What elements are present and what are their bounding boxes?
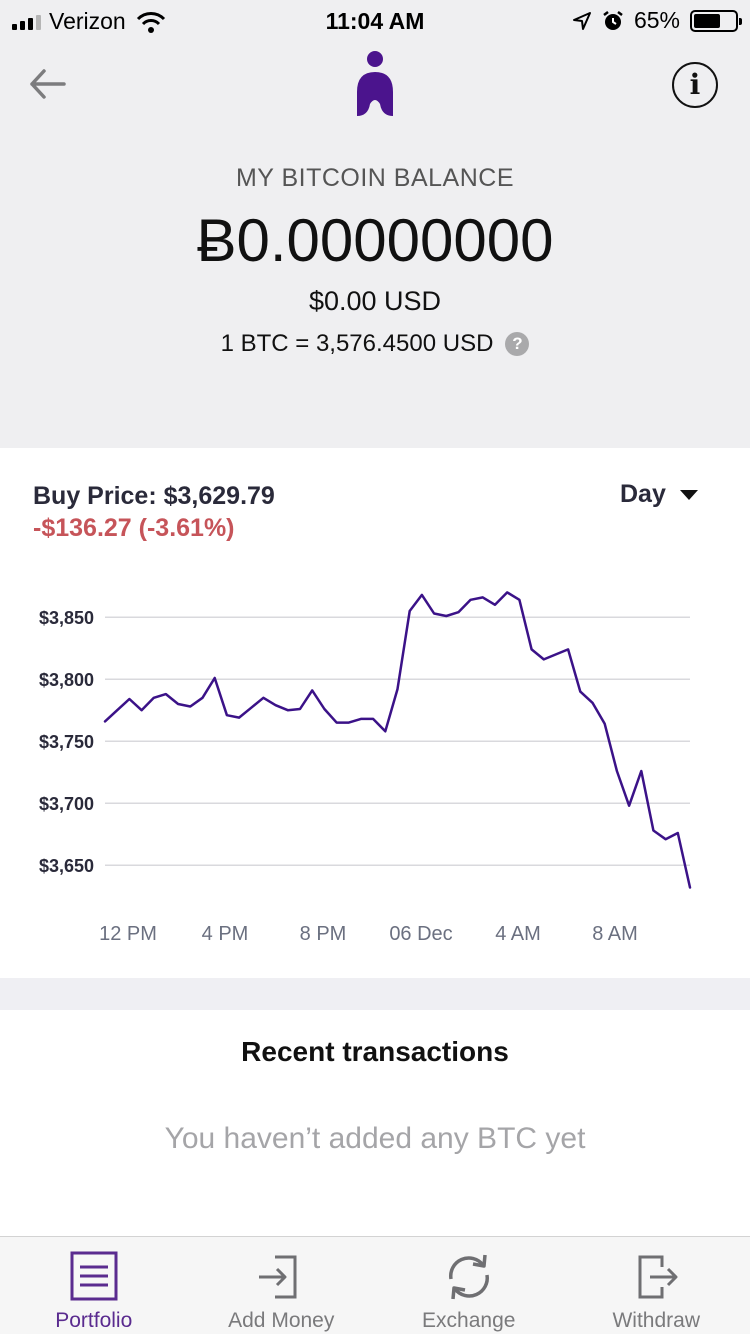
battery-icon [690,9,742,32]
recent-transactions-title: Recent transactions [241,1036,509,1067]
x-tick-label: 4 AM [495,923,541,945]
price-series-line [103,591,692,889]
portfolio-icon [70,1251,118,1301]
y-tick-label: $3,800 [39,670,94,690]
signal-strength-icon [12,14,41,30]
balance-label: MY BITCOIN BALANCE [235,164,515,192]
carrier-name: Verizon [49,8,126,34]
status-bar: Verizon 11:04 AM 65% [0,0,750,40]
exchange-icon [448,1254,489,1300]
section-divider [0,978,750,1010]
tab-add-money[interactable]: Add Money [188,1237,376,1334]
btc-balance: Ƀ0.00000000 [196,207,554,274]
usd-balance: $0.00 USD [308,286,442,316]
withdraw-icon [638,1255,678,1299]
status-right: 65% [572,7,742,34]
help-icon[interactable]: ? [505,332,530,356]
exchange-rate-row: 1 BTC = 3,576.4500 USD ? [0,330,750,358]
tab-portfolio[interactable]: Portfolio [0,1237,188,1334]
tab-label-withdraw: Withdraw [612,1309,701,1332]
tab-label-exchange: Exchange [422,1309,516,1332]
price-line-chart: $3,850 $3,800 $3,750 $3,700 $3,650 12 PM 4 PM… [39,591,692,945]
buy-price: Buy Price: $3,629.79 [33,482,275,510]
info-icon[interactable]: i [672,62,718,108]
wifi-icon [136,11,165,33]
x-tick-label: 8 AM [592,923,638,945]
tab-label-portfolio: Portfolio [55,1309,133,1332]
back-arrow-icon[interactable] [26,62,70,106]
battery-percent: 65% [633,7,680,33]
alarm-icon [603,10,623,30]
tab-label-add-money: Add Money [228,1309,335,1332]
time-range-value: Day [620,480,666,508]
bottom-tab-bar: Portfolio Add Money Exchange Withdraw [0,1236,750,1334]
x-tick-label: 06 Dec [389,923,452,945]
exchange-rate: 1 BTC = 3,576.4500 USD [220,330,494,357]
status-left: Verizon [12,8,166,35]
x-tick-label: 12 PM [99,923,157,945]
caret-down-icon [679,489,698,500]
location-arrow-icon [572,11,591,30]
x-tick-label: 8 PM [300,923,347,945]
add-money-icon [259,1255,297,1299]
time-range-dropdown[interactable]: Day [620,480,698,509]
y-tick-label: $3,650 [39,856,94,876]
price-change: -$136.27 (-3.61%) [33,514,235,542]
price-chart-card [0,448,750,978]
x-tick-label: 4 PM [202,923,249,945]
status-time: 11:04 AM [325,8,425,34]
tab-exchange[interactable]: Exchange [375,1237,563,1334]
tab-withdraw[interactable]: Withdraw [563,1237,750,1334]
y-tick-label: $3,700 [39,794,94,814]
empty-transactions-message: You haven’t added any BTC yet [164,1122,586,1155]
app-logo-icon [357,51,393,116]
y-tick-label: $3,850 [39,608,94,628]
y-tick-label: $3,750 [39,732,94,752]
